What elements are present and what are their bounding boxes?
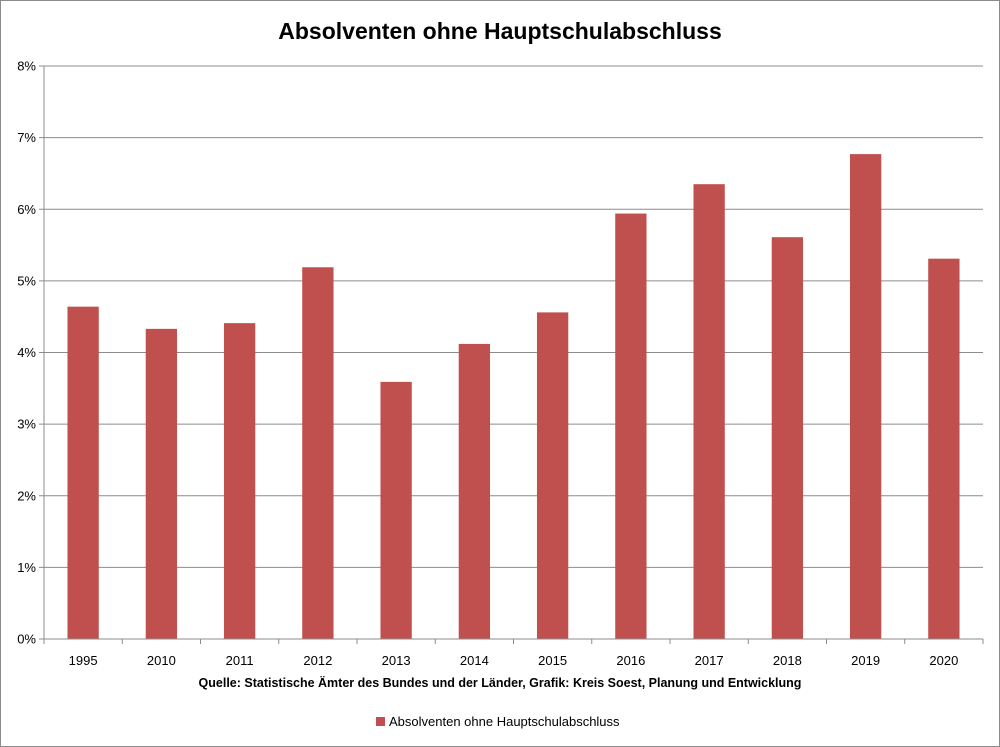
bar-2020 xyxy=(928,258,960,639)
y-tick-label: 2% xyxy=(17,488,36,503)
y-tick-label: 6% xyxy=(17,202,36,217)
bar-2010 xyxy=(145,328,178,639)
x-tick-label: 2015 xyxy=(538,653,567,668)
x-tick-label: 2020 xyxy=(929,653,958,668)
x-tick-label: 2017 xyxy=(695,653,724,668)
x-tick-label: 2010 xyxy=(147,653,176,668)
y-tick-label: 3% xyxy=(17,417,36,432)
legend-swatch xyxy=(376,717,385,726)
bar-2012 xyxy=(302,267,334,639)
axes xyxy=(43,66,984,644)
y-tick-label: 1% xyxy=(17,560,36,575)
y-tick-label: 5% xyxy=(17,273,36,288)
bar-2019 xyxy=(849,154,882,639)
bar-2015 xyxy=(536,312,569,639)
bar-2011 xyxy=(223,323,256,639)
bar-2014 xyxy=(458,343,491,639)
gridlines xyxy=(39,65,983,640)
y-tick-label: 4% xyxy=(17,345,36,360)
bar-2013 xyxy=(380,381,412,639)
legend-label: Absolventen ohne Hauptschulabschluss xyxy=(389,714,620,729)
x-tick-label: 2019 xyxy=(851,653,880,668)
x-tick-label: 1995 xyxy=(69,653,98,668)
x-tick-label: 2016 xyxy=(616,653,645,668)
x-tick-label: 2013 xyxy=(382,653,411,668)
x-tick-label: 2012 xyxy=(303,653,332,668)
y-tick-label: 8% xyxy=(17,59,36,74)
bar-2016 xyxy=(615,213,647,640)
x-axis-tick-labels: 1995 2010 2011 2012 2013 2014 2015 2016 2017 2018… xyxy=(69,653,959,668)
y-axis-tick-labels: 0% 1% 2% 3% 4% 5% 6% 7% 8% xyxy=(17,59,36,647)
x-tick-label: 2014 xyxy=(460,653,489,668)
x-tick-label: 2011 xyxy=(226,653,254,668)
bar-1995 xyxy=(67,306,99,639)
bar-2018 xyxy=(771,237,804,639)
y-tick-label: 7% xyxy=(17,130,36,145)
y-tick-label: 0% xyxy=(17,632,36,647)
legend: Absolventen ohne Hauptschulabschluss xyxy=(376,714,620,729)
x-tick-label: 2018 xyxy=(773,653,802,668)
chart-title: Absolventen ohne Hauptschulabschluss xyxy=(278,18,721,44)
bar-2017 xyxy=(693,184,725,639)
bars xyxy=(67,154,960,640)
source-note: Quelle: Statistische Ämter des Bundes un… xyxy=(199,675,802,690)
